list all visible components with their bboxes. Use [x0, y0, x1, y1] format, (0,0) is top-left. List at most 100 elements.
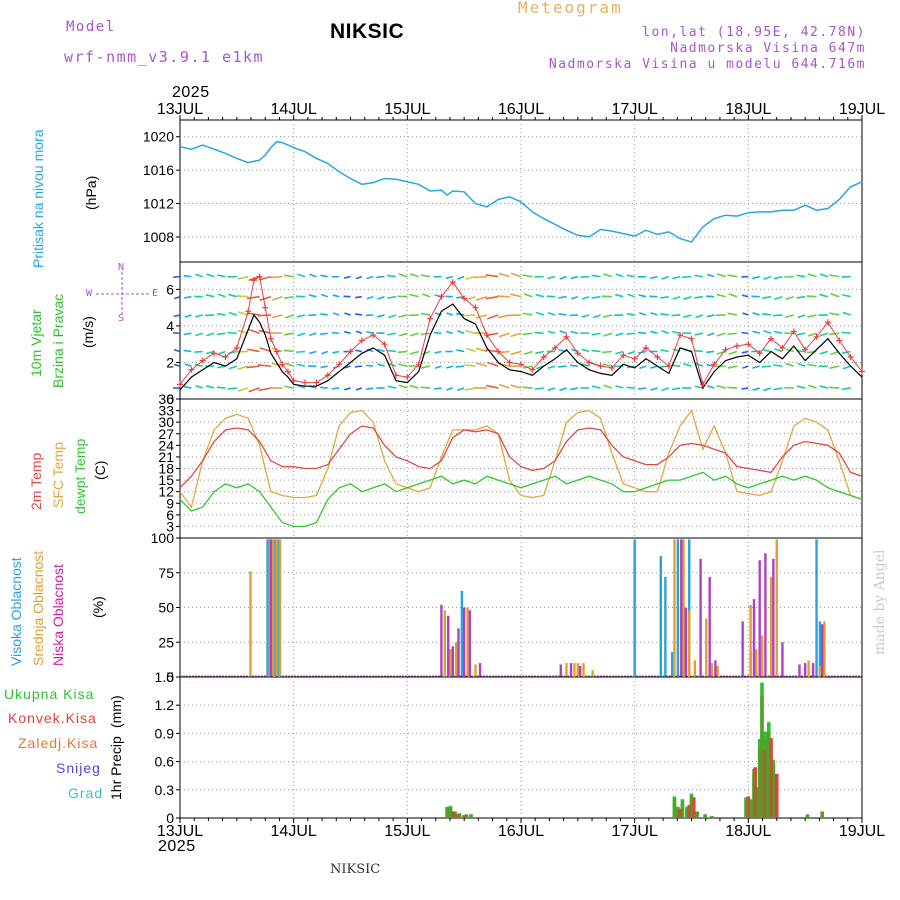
wind-arrow — [649, 275, 658, 280]
wind-arrow — [285, 362, 294, 367]
top-time-label: 19JUL — [839, 101, 885, 118]
wind-arrow — [321, 350, 329, 355]
wind-arrow — [570, 295, 579, 300]
precip-overlap-bar — [805, 814, 810, 818]
wind-arrow — [271, 362, 283, 367]
wind-arrow — [474, 275, 487, 279]
bottom-time-label: 18JUL — [725, 823, 771, 840]
precip-conv-bar — [769, 738, 773, 818]
wind-arrow — [741, 331, 749, 335]
y-tick-label-2: 6 — [166, 507, 174, 523]
top-time-label: 14JUL — [271, 101, 317, 118]
wind-arrow — [237, 365, 249, 370]
wind-gust-marker — [540, 353, 547, 360]
wind-gust-marker — [643, 344, 650, 351]
wind-arrow — [773, 330, 783, 335]
wind-arrow — [570, 387, 578, 391]
wind-arrow — [558, 295, 567, 299]
wind-gust-marker — [722, 346, 729, 353]
cloud-bar-low — [468, 610, 472, 677]
compass-w: W — [86, 288, 93, 299]
wind-arrow — [797, 314, 806, 319]
cloud-bar-mid — [682, 539, 685, 677]
wind-arrow — [475, 347, 488, 353]
wind-arrow — [332, 312, 340, 316]
wind-arrow — [355, 349, 363, 353]
wind-arrow — [354, 313, 362, 316]
wind-arrow — [320, 332, 328, 336]
wind-arrow — [547, 387, 556, 391]
wind-arrow — [259, 347, 272, 353]
wind-arrow — [570, 364, 578, 367]
wind-arrow — [217, 365, 226, 369]
wind-arrow — [603, 384, 613, 389]
wind-arrow — [603, 273, 613, 278]
wind-arrow — [388, 314, 397, 319]
wind-arrow — [228, 311, 238, 316]
wind-arrow — [547, 330, 556, 335]
wind-arrow — [465, 275, 476, 281]
precip-overlap-bar — [448, 807, 453, 818]
precip-overlap-bar — [703, 814, 707, 818]
precip-overlap-bar — [760, 696, 764, 818]
wind-gust-marker — [472, 304, 479, 311]
wind-arrow — [194, 363, 203, 367]
precip-overlap-bar — [766, 731, 771, 818]
wind-gust-marker — [620, 352, 627, 359]
wind-gust-marker — [267, 335, 274, 342]
wind-arrow — [259, 295, 272, 301]
wind-gust-marker — [495, 348, 502, 355]
cloud-bar-high — [659, 556, 663, 677]
y-tick-label-1: 0 — [166, 391, 174, 407]
wind-arrow — [284, 332, 294, 336]
wind-arrow — [421, 293, 431, 298]
wind-arrow — [227, 387, 237, 390]
wind-arrow — [661, 329, 670, 334]
wind-arrow — [445, 275, 453, 279]
wind-arrow — [807, 332, 817, 337]
wind-arrow — [639, 365, 647, 370]
wind-arrow — [522, 312, 533, 316]
wind-arrow — [774, 348, 783, 353]
y-tick-label-2: 21 — [158, 449, 174, 465]
wind-arrow — [216, 332, 226, 336]
wind-arrow — [547, 275, 556, 280]
wind-arrow — [707, 332, 715, 337]
precip-overlap-bar — [453, 812, 457, 818]
wind-arrow — [184, 363, 192, 367]
precip-overlap-bar — [748, 801, 753, 818]
y-tick-label-0: 1008 — [143, 229, 174, 245]
precip-conv-bar — [462, 815, 466, 818]
precip-overlap-bar — [680, 801, 685, 818]
top-year: 2025 — [172, 84, 210, 101]
precip-overlap-bar — [689, 796, 694, 818]
wind-arrow — [271, 314, 283, 319]
wind-arrow — [497, 295, 510, 298]
cloud-bar-high — [664, 576, 667, 677]
wind-arrow — [420, 312, 431, 316]
precip-overlap-bar — [710, 816, 714, 818]
wind-arrow — [763, 329, 772, 334]
cloud-bar-mid — [278, 539, 282, 677]
wind-arrow — [796, 332, 806, 336]
wind-arrow — [173, 314, 181, 318]
wind-arrow — [773, 275, 783, 280]
precip-conv-bar — [691, 797, 696, 818]
wind-arrow — [421, 350, 431, 355]
wind-arrow — [398, 314, 408, 318]
top-time-label: 13JUL — [157, 101, 203, 118]
wind-gust-marker — [790, 328, 797, 335]
wind-arrow — [773, 364, 783, 367]
wind-arrow — [205, 294, 215, 298]
meteogram-label: Meteogram — [518, 0, 623, 17]
wind-arrow — [465, 330, 476, 335]
wind-arrow — [464, 314, 476, 317]
wind-arrow — [485, 274, 499, 278]
wind-arrow — [320, 313, 328, 316]
compass-e: E — [152, 288, 159, 299]
wind-arrow — [627, 350, 635, 355]
wind-arrow — [615, 293, 624, 298]
cloud-bar-low — [451, 646, 454, 677]
wind-arrow — [446, 365, 454, 369]
wind-arrow — [638, 350, 647, 354]
